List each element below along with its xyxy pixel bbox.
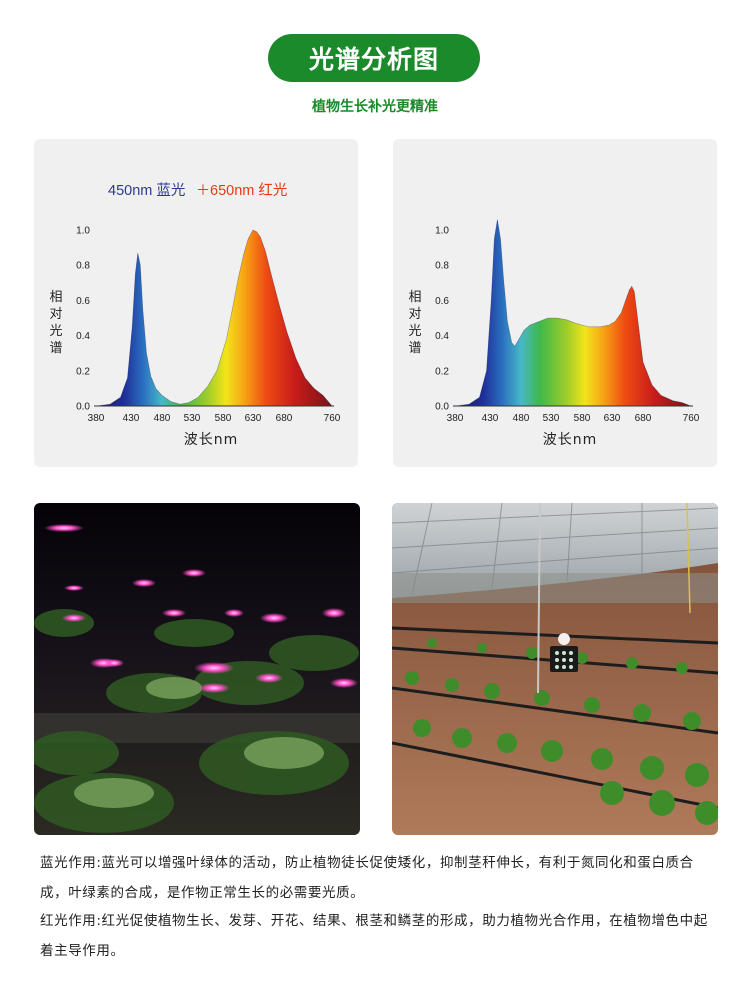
legend-plus: ＋: [196, 183, 210, 199]
x-tick-label: 630: [245, 413, 262, 424]
y-tick-label: 1.0: [76, 226, 90, 237]
page-subtitle: 植物生长补光更精准: [312, 99, 438, 115]
x-tick-label: 380: [447, 413, 464, 424]
y-tick-label: 0.2: [76, 366, 90, 377]
y-axis-label: 相对光谱: [49, 290, 62, 356]
spectrum-outline: [95, 229, 333, 407]
x-tick-label: 530: [184, 413, 201, 424]
y-tick-label: 0.0: [435, 402, 449, 413]
spectrum-area: [455, 219, 691, 406]
legend-red-label: 650nm 红光: [210, 182, 287, 199]
y-tick-label: 0.0: [76, 402, 90, 413]
x-tick-label: 530: [543, 413, 560, 424]
spectrum-chart-2: 380 430 480 530 580 630 680 760 0.0 0.2 0.4 0.6 0.8…: [408, 219, 700, 448]
blue-light-description: 蓝光作用:蓝光可以增强叶绿体的活动，防止植物徒长促使矮化，抑制茎秆伸长，有利于氮…: [40, 848, 720, 908]
y-tick-label: 0.2: [435, 366, 449, 377]
x-tick-label: 580: [215, 413, 232, 424]
x-axis-label: 波长nm: [184, 432, 239, 448]
spectrum-area: [96, 230, 332, 406]
spectrum-chart-panel-2: 380 430 480 530 580 630 680 760 0.0 0.2 0.4 0.6 0.8…: [393, 139, 717, 467]
y-tick-label: 0.8: [435, 261, 449, 272]
greenhouse-photo: [392, 503, 718, 835]
blue-light-text: 蓝光作用:蓝光可以增强叶绿体的活动，防止植物徒长促使矮化，抑制茎秆伸长，有利于氮…: [40, 855, 694, 901]
y-tick-label: 0.6: [435, 296, 449, 307]
x-tick-label: 760: [324, 413, 341, 424]
x-tick-label: 480: [513, 413, 530, 424]
y-tick-label: 0.6: [76, 296, 90, 307]
spectrum-chart-1: 450nm 蓝光 ＋ 650nm 红光 380 430 480 530 580 630 68…: [49, 182, 341, 448]
y-axis-label: 相对光谱: [408, 290, 421, 356]
x-tick-label: 430: [482, 413, 499, 424]
red-light-description: 红光作用:红光促使植物生长、发芽、开花、结果、根茎和鳞茎的形成，助力植物光合作用…: [40, 906, 720, 966]
red-light-text: 红光作用:红光促使植物生长、发芽、开花、结果、根茎和鳞茎的形成，助力植物光合作用…: [40, 913, 708, 959]
x-tick-label: 680: [276, 413, 293, 424]
x-tick-label: 430: [123, 413, 140, 424]
x-tick-label: 580: [574, 413, 591, 424]
y-tick-label: 0.8: [76, 261, 90, 272]
x-tick-label: 760: [683, 413, 700, 424]
x-tick-label: 680: [635, 413, 652, 424]
legend-blue-label: 450nm 蓝光: [108, 182, 185, 199]
y-tick-label: 1.0: [435, 226, 449, 237]
y-tick-label: 0.4: [435, 331, 449, 342]
x-tick-label: 630: [604, 413, 621, 424]
y-tick-label: 0.4: [76, 331, 90, 342]
x-axis-label: 波长nm: [543, 432, 598, 448]
x-tick-label: 480: [154, 413, 171, 424]
page-title: 光谱分析图: [268, 34, 480, 82]
grow-light-night-photo: [34, 503, 360, 835]
spectrum-outline: [454, 219, 692, 407]
x-tick-label: 380: [88, 413, 105, 424]
spectrum-chart-panel-1: 450nm 蓝光 ＋ 650nm 红光 380 430 480 530 580 630 68…: [34, 139, 358, 467]
